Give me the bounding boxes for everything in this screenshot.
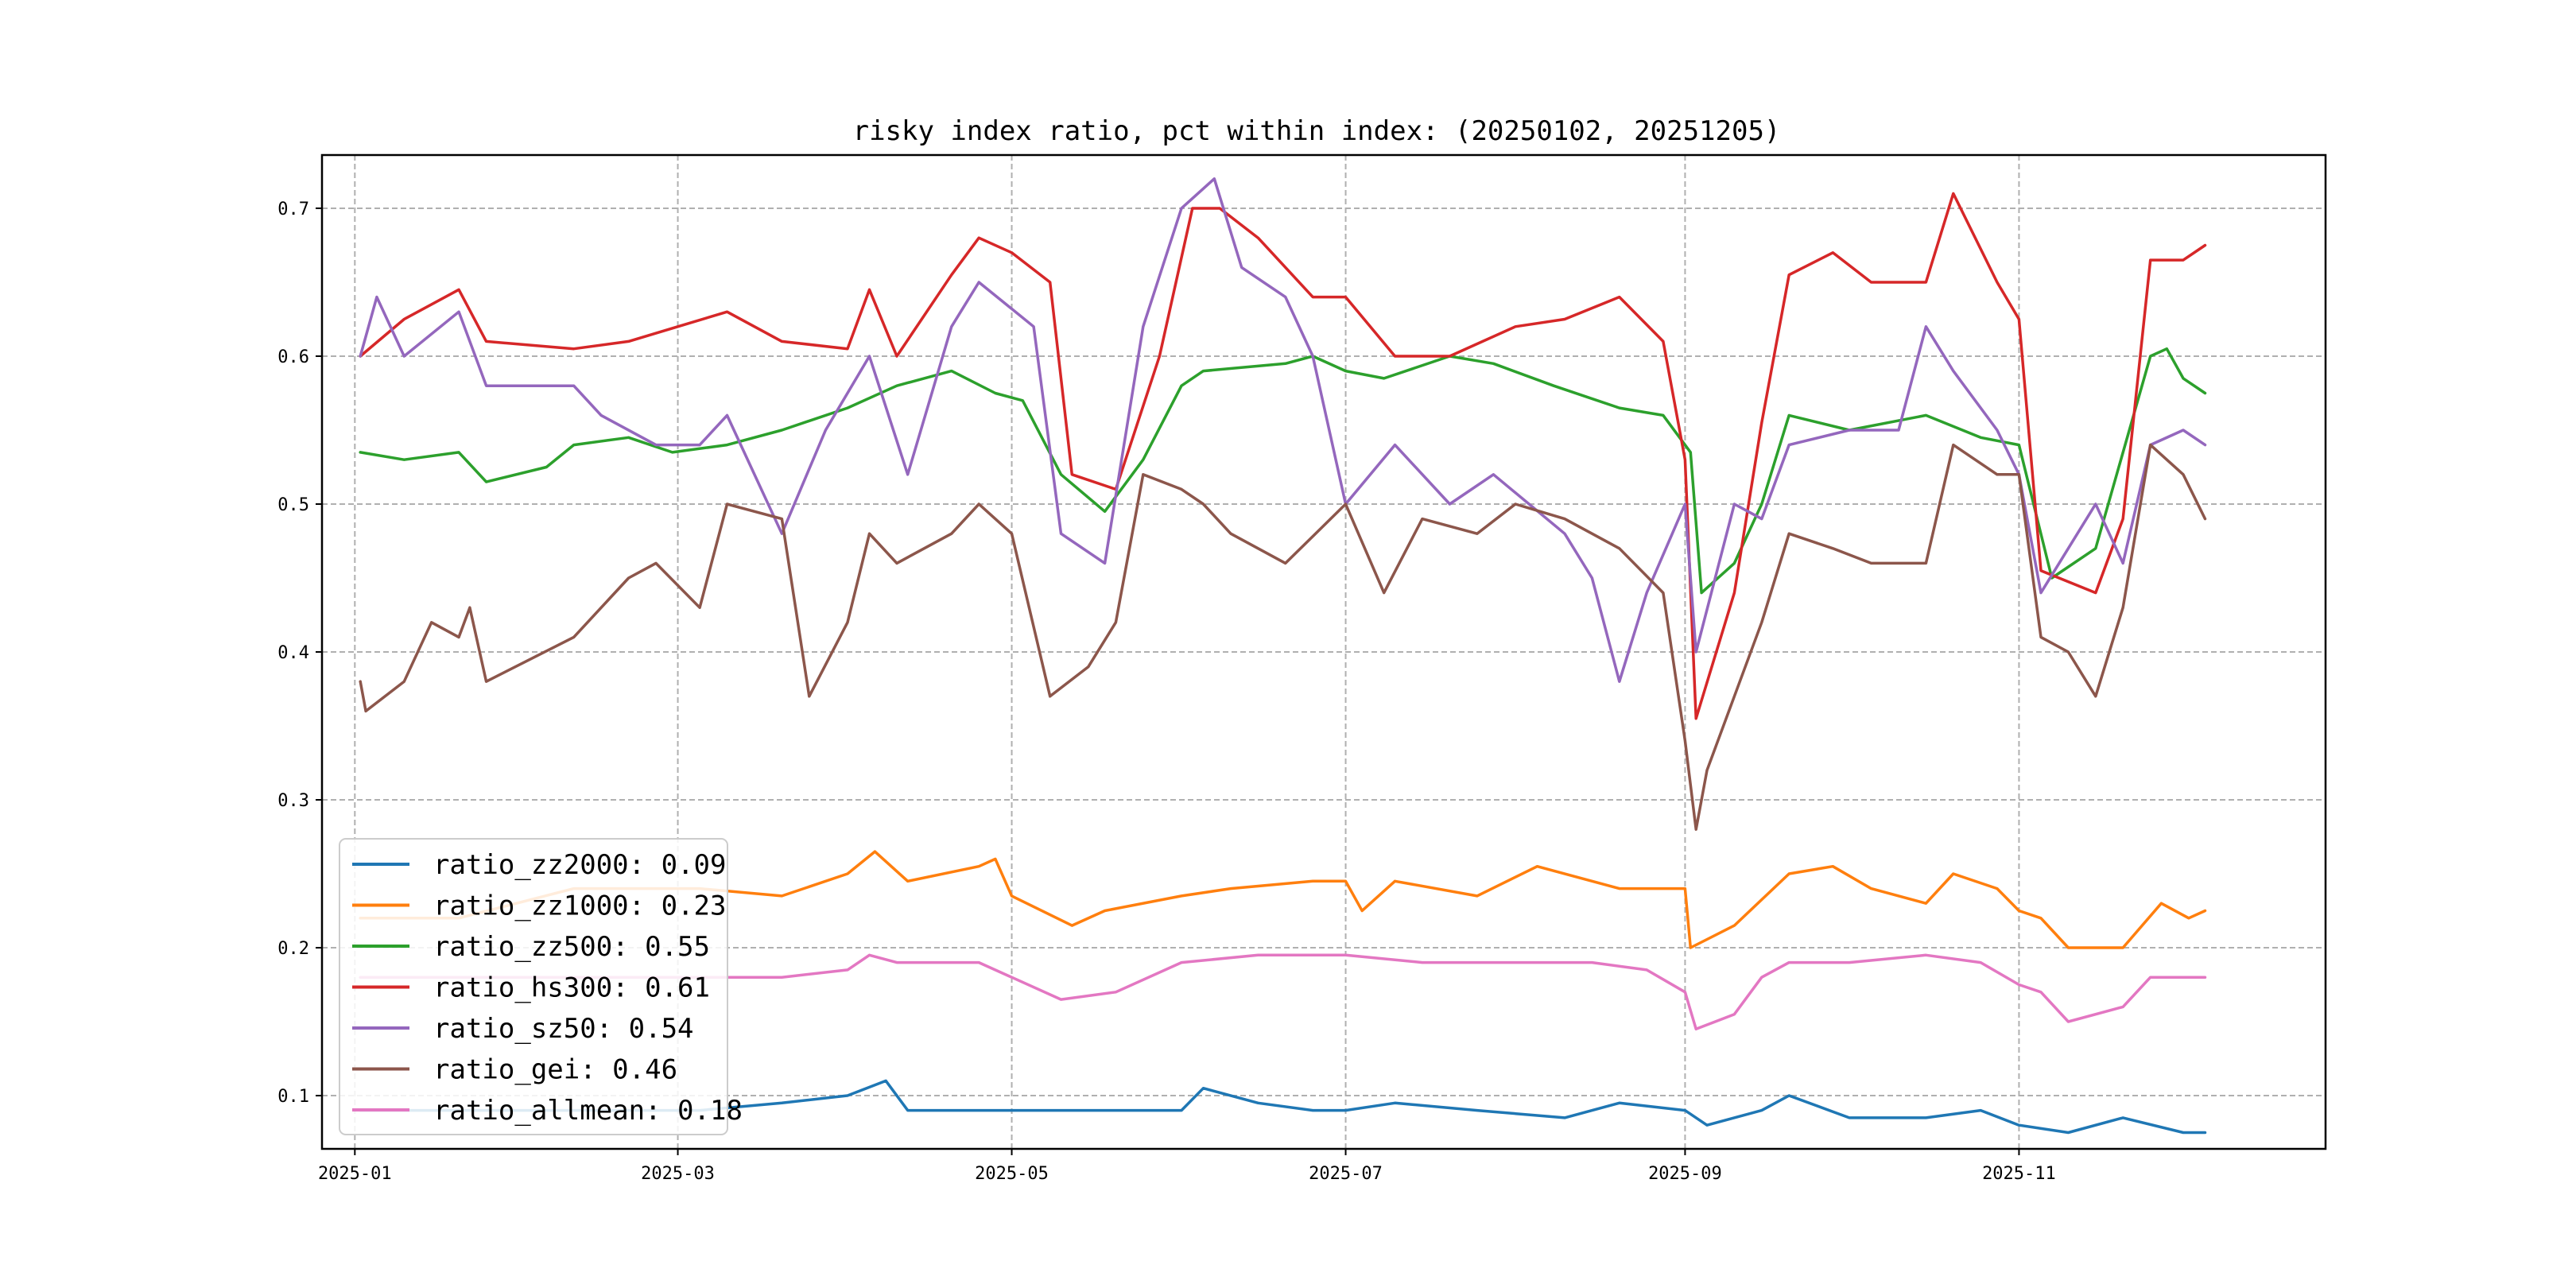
series-line-ratio-sz50 <box>359 177 2207 683</box>
legend-label-ratio-allmean: ratio_allmean: 0.18 <box>433 1095 743 1127</box>
y-axis: 0.1 0.2 0.3 0.4 0.5 0.6 0.7 <box>277 200 322 1107</box>
y-tick-label: 0.2 <box>277 939 309 959</box>
legend-label-ratio-hs300: ratio_hs300: 0.61 <box>433 972 710 1004</box>
x-tick-label: 2025-11 <box>1982 1164 2056 1184</box>
series-line-ratio-zz1000 <box>359 850 2207 949</box>
series-line-ratio-allmean <box>359 953 2207 1031</box>
series-layer <box>359 177 2207 1135</box>
y-tick-label: 0.6 <box>277 347 309 367</box>
legend-label-ratio-zz500: ratio_zz500: 0.55 <box>433 931 710 963</box>
legend-label-ratio-sz50: ratio_sz50: 0.54 <box>433 1013 694 1045</box>
x-tick-label: 2025-07 <box>1309 1164 1383 1184</box>
series-line-ratio-zz500 <box>359 347 2207 595</box>
chart-title: risky index ratio, pct within index: (20… <box>853 115 1781 147</box>
x-tick-label: 2025-09 <box>1648 1164 1722 1184</box>
y-tick-label: 0.5 <box>277 495 309 515</box>
plot-area-frame <box>320 153 2327 1150</box>
legend-label-ratio-zz1000: ratio_zz1000: 0.23 <box>433 890 726 922</box>
x-tick-label: 2025-03 <box>641 1164 715 1184</box>
y-tick-label: 0.7 <box>277 200 309 219</box>
series-line-ratio-zz2000 <box>359 1079 2207 1135</box>
series-line-ratio-hs300 <box>359 192 2207 720</box>
y-tick-label: 0.1 <box>277 1087 309 1107</box>
x-tick-label: 2025-05 <box>975 1164 1049 1184</box>
y-tick-label: 0.3 <box>277 791 309 811</box>
legend: ratio_zz2000: 0.09 ratio_zz1000: 0.23 rati… <box>339 838 743 1135</box>
x-axis: 2025-01 2025-03 2025-05 2025-07 2025-09 2025-… <box>318 1149 2056 1184</box>
legend-label-ratio-gei: ratio_gei: 0.46 <box>433 1054 677 1086</box>
y-tick-label: 0.4 <box>277 643 309 663</box>
series-line-ratio-gei <box>359 443 2207 831</box>
legend-box <box>339 838 728 1135</box>
x-tick-label: 2025-01 <box>318 1164 392 1184</box>
legend-label-ratio-zz2000: ratio_zz2000: 0.09 <box>433 849 726 881</box>
